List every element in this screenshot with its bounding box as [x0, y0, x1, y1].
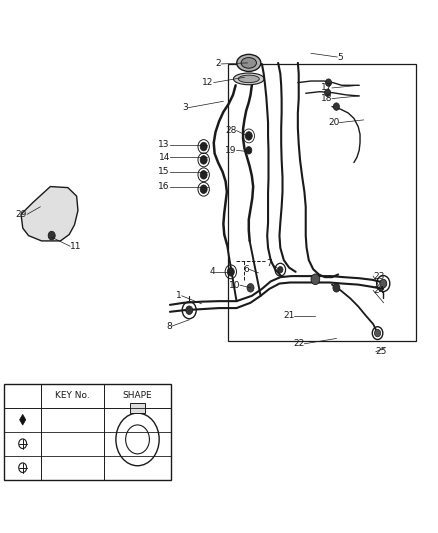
Circle shape — [246, 147, 252, 154]
Text: 22: 22 — [293, 340, 304, 348]
Bar — [228, 64, 416, 341]
Circle shape — [200, 185, 207, 193]
Text: 3: 3 — [183, 103, 188, 112]
Circle shape — [333, 103, 339, 110]
Circle shape — [200, 156, 207, 164]
Text: 23: 23 — [373, 272, 385, 280]
Circle shape — [200, 142, 207, 151]
Text: 21: 21 — [283, 311, 294, 320]
Text: 20: 20 — [328, 118, 339, 127]
Text: 13: 13 — [159, 141, 170, 149]
Text: 29: 29 — [16, 210, 27, 219]
Circle shape — [311, 274, 320, 285]
Circle shape — [325, 89, 331, 96]
Text: 6: 6 — [243, 265, 249, 273]
Ellipse shape — [241, 58, 257, 68]
Text: 19: 19 — [225, 146, 237, 155]
Text: KEY No.: KEY No. — [55, 391, 90, 400]
Ellipse shape — [233, 73, 264, 85]
Circle shape — [380, 279, 387, 288]
Polygon shape — [20, 415, 26, 425]
Ellipse shape — [237, 54, 261, 71]
Circle shape — [325, 79, 332, 86]
Polygon shape — [21, 187, 78, 241]
Text: 17: 17 — [321, 84, 332, 92]
Text: 12: 12 — [202, 78, 214, 87]
Circle shape — [245, 132, 252, 140]
Text: 7: 7 — [266, 260, 272, 268]
Bar — [4, 384, 171, 480]
Text: 4: 4 — [210, 268, 215, 276]
Circle shape — [278, 266, 283, 273]
Text: 14: 14 — [159, 153, 170, 161]
Text: 11: 11 — [70, 242, 81, 251]
Text: 10: 10 — [229, 281, 240, 289]
Text: 1: 1 — [176, 292, 182, 300]
Text: 28: 28 — [225, 126, 237, 135]
Ellipse shape — [238, 75, 259, 83]
Circle shape — [186, 306, 193, 314]
Text: 5: 5 — [337, 53, 343, 61]
Text: 8: 8 — [166, 322, 172, 330]
Text: 2: 2 — [215, 60, 221, 68]
Text: 25: 25 — [376, 348, 387, 356]
Text: 15: 15 — [159, 167, 170, 176]
Circle shape — [247, 284, 254, 292]
Text: 16: 16 — [159, 182, 170, 191]
Circle shape — [200, 171, 207, 179]
Circle shape — [333, 284, 340, 292]
Text: 24: 24 — [373, 286, 385, 295]
Bar — [130, 402, 145, 413]
Text: 18: 18 — [321, 94, 332, 103]
Circle shape — [227, 268, 234, 276]
Circle shape — [374, 329, 381, 337]
Text: SHAPE: SHAPE — [123, 391, 152, 400]
Circle shape — [48, 231, 55, 240]
